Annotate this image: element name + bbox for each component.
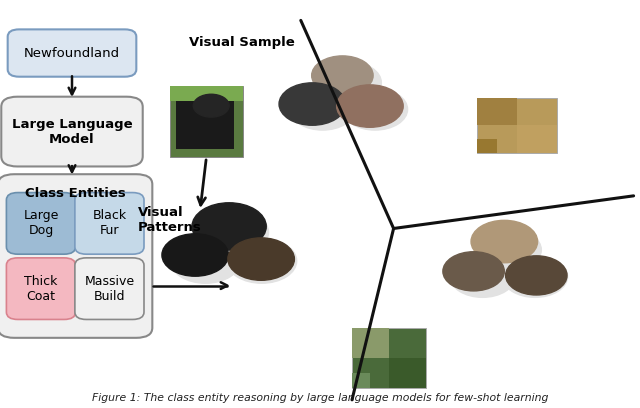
Bar bbox=[389, 358, 426, 388]
Circle shape bbox=[342, 89, 408, 130]
Circle shape bbox=[476, 229, 541, 271]
Text: Visual
Patterns: Visual Patterns bbox=[138, 206, 202, 234]
Circle shape bbox=[192, 203, 266, 250]
FancyBboxPatch shape bbox=[6, 193, 76, 254]
Text: Thick
Coat: Thick Coat bbox=[24, 275, 58, 303]
Circle shape bbox=[471, 220, 538, 263]
Bar bbox=[170, 86, 243, 157]
Circle shape bbox=[312, 56, 373, 95]
Text: Large Language
Model: Large Language Model bbox=[12, 118, 132, 146]
Text: Newfoundland: Newfoundland bbox=[24, 47, 120, 60]
Text: Large
Dog: Large Dog bbox=[23, 209, 59, 237]
Bar bbox=[170, 86, 243, 102]
Bar bbox=[176, 99, 234, 149]
Bar bbox=[352, 328, 389, 358]
Text: Figure 1: The class entity reasoning by large language models for few-shot learn: Figure 1: The class entity reasoning by … bbox=[92, 393, 548, 403]
FancyBboxPatch shape bbox=[1, 97, 143, 166]
Bar bbox=[477, 98, 557, 153]
FancyBboxPatch shape bbox=[0, 174, 152, 338]
Circle shape bbox=[483, 251, 535, 284]
FancyBboxPatch shape bbox=[75, 258, 144, 319]
Circle shape bbox=[337, 85, 403, 127]
Bar bbox=[477, 139, 497, 153]
Circle shape bbox=[502, 256, 568, 297]
Circle shape bbox=[162, 234, 228, 276]
Text: Visual Sample: Visual Sample bbox=[189, 36, 294, 49]
Text: Massive
Build: Massive Build bbox=[84, 275, 134, 303]
Circle shape bbox=[227, 239, 297, 283]
FancyBboxPatch shape bbox=[75, 193, 144, 254]
Circle shape bbox=[506, 256, 567, 295]
Circle shape bbox=[205, 233, 262, 269]
Circle shape bbox=[279, 83, 346, 125]
Text: Class Entities: Class Entities bbox=[25, 187, 125, 200]
Circle shape bbox=[198, 210, 269, 255]
Circle shape bbox=[323, 83, 375, 117]
Circle shape bbox=[193, 94, 229, 117]
Circle shape bbox=[443, 252, 504, 291]
Circle shape bbox=[290, 89, 355, 130]
Bar bbox=[352, 373, 371, 388]
Bar bbox=[477, 98, 517, 126]
Bar bbox=[517, 126, 557, 153]
FancyBboxPatch shape bbox=[6, 258, 76, 319]
Bar bbox=[352, 328, 426, 388]
FancyBboxPatch shape bbox=[8, 29, 136, 77]
Text: Black
Fur: Black Fur bbox=[92, 209, 127, 237]
Circle shape bbox=[170, 239, 241, 283]
Circle shape bbox=[450, 256, 515, 297]
Circle shape bbox=[228, 238, 294, 280]
Circle shape bbox=[316, 62, 381, 103]
